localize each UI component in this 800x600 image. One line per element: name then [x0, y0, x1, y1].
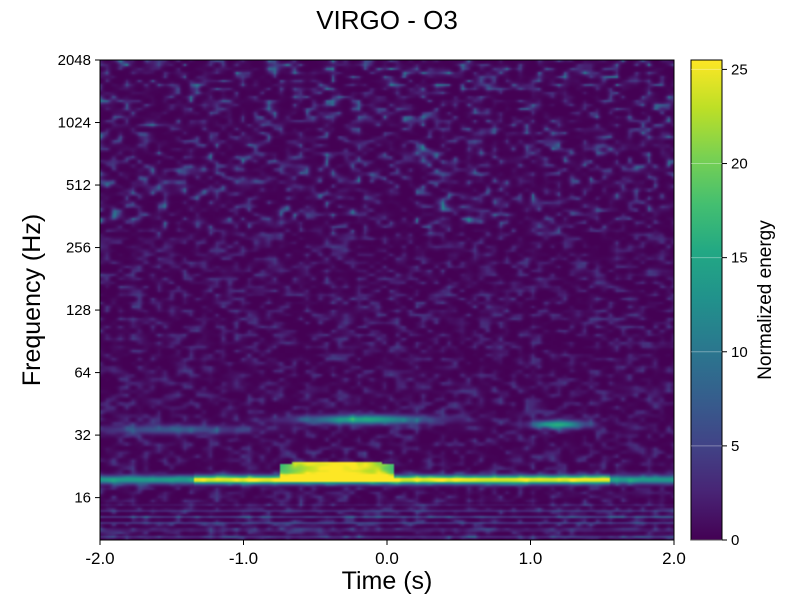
x-tick-label: -1.0: [229, 549, 258, 568]
x-axis-ticks: -2.0 -1.0 0.0 1.0 2.0: [85, 540, 686, 568]
x-tick-label: 2.0: [662, 549, 686, 568]
colorbar-tick-label: 5: [731, 438, 739, 455]
colorbar-tick-label: 0: [731, 532, 739, 549]
colorbar-ticks: 0 5 10 15 20 25: [691, 61, 748, 549]
x-axis-label: Time (s): [342, 567, 433, 595]
chart-title: VIRGO - O3: [316, 5, 458, 35]
y-tick-label: 16: [74, 490, 91, 507]
colorbar-tick-label: 15: [731, 250, 748, 267]
y-tick-label: 64: [74, 365, 91, 382]
colorbar-tick-label: 25: [731, 61, 748, 78]
y-tick-label: 256: [66, 240, 91, 257]
y-tick-label: 32: [74, 427, 91, 444]
x-tick-label: 0.0: [375, 549, 399, 568]
colorbar: [690, 59, 723, 541]
y-axis-ticks: 16 32 64 128 256 512 1024 2048: [58, 52, 100, 507]
x-tick-label: 1.0: [519, 549, 543, 568]
y-tick-label: 512: [66, 177, 91, 194]
y-tick-label: 1024: [58, 115, 91, 132]
colorbar-label: Normalized energy: [755, 220, 776, 380]
y-axis-label: Frequency (Hz): [18, 214, 46, 386]
colorbar-tick-label: 10: [731, 344, 748, 361]
y-tick-label: 2048: [58, 52, 91, 69]
y-tick-label: 128: [66, 302, 91, 319]
heatmap-image: [100, 60, 674, 540]
x-tick-label: -2.0: [85, 549, 114, 568]
colorbar-tick-label: 20: [731, 156, 748, 173]
